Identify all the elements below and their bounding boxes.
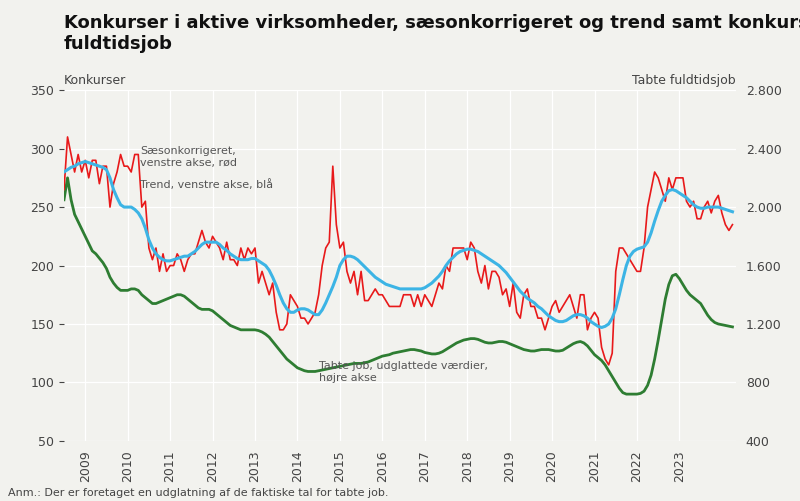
Text: Konkurser i aktive virksomheder, sæsonkorrigeret og trend samt konkursramte
fuld: Konkurser i aktive virksomheder, sæsonko… <box>64 14 800 53</box>
Text: Tabte fuldtidsjob: Tabte fuldtidsjob <box>632 74 736 87</box>
Text: Tabte job, udglattede værdier,
højre akse: Tabte job, udglattede værdier, højre aks… <box>318 361 488 383</box>
Text: Sæsonkorrigeret,
venstre akse, rød: Sæsonkorrigeret, venstre akse, rød <box>140 146 238 168</box>
Text: Trend, venstre akse, blå: Trend, venstre akse, blå <box>140 179 274 190</box>
Text: Konkurser: Konkurser <box>64 74 126 87</box>
Text: Anm.: Der er foretaget en udglatning af de faktiske tal for tabte job.: Anm.: Der er foretaget en udglatning af … <box>8 488 389 498</box>
